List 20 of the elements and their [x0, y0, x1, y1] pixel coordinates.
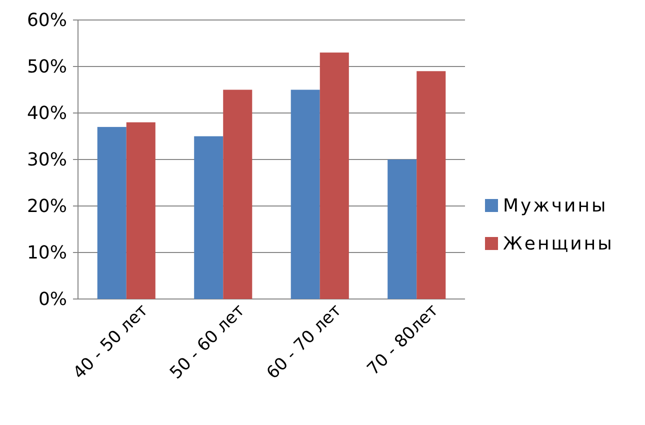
- bar: [126, 122, 156, 299]
- bar: [388, 160, 417, 299]
- y-tick-label: 10%: [26, 242, 67, 264]
- bar: [320, 52, 349, 299]
- x-tick-label: 40 - 50 лет: [69, 300, 152, 384]
- bar: [290, 90, 320, 299]
- y-tick-label: 20%: [26, 196, 67, 217]
- y-tick-label: 50%: [26, 56, 67, 78]
- bar: [223, 90, 252, 299]
- legend-label: Женщины: [503, 233, 614, 254]
- y-tick-label: 30%: [26, 149, 67, 170]
- bar: [97, 126, 126, 299]
- x-tick-label: 50 - 60 лет: [166, 300, 249, 384]
- y-tick-label: 0%: [38, 288, 67, 310]
- y-tick-label: 40%: [26, 102, 67, 124]
- y-tick-label: 60%: [26, 10, 67, 31]
- bar: [194, 136, 224, 299]
- x-tick-label: 60 - 70 лет: [262, 300, 346, 384]
- legend-label: Мужчины: [503, 195, 608, 216]
- bar: [416, 71, 446, 299]
